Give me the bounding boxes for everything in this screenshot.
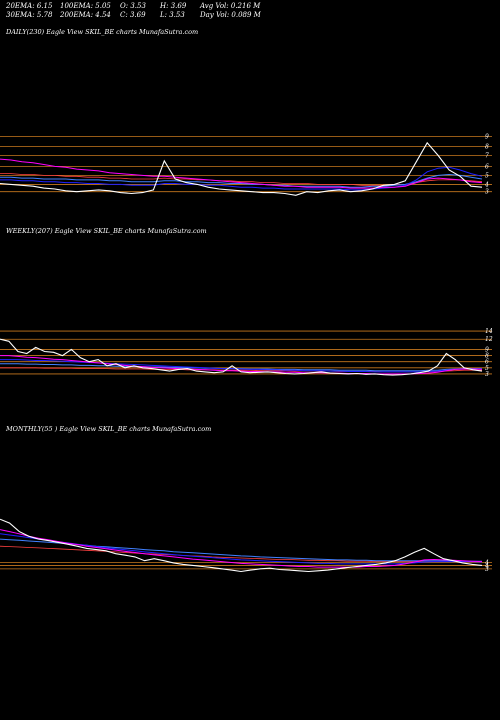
daily-y-label: 6 [485,163,489,170]
stat-20ema: 20EMA: 6.15 [6,2,53,10]
monthly-ema-alt-line [0,545,482,562]
monthly-y-label: 4 [484,562,489,569]
monthly-y-label: 3 [485,566,489,573]
stat-low: L: 3.53 [160,11,185,19]
weekly-y-label: 8 [485,353,489,360]
daily-price-line [0,141,483,196]
daily-y-label: 8 [485,143,489,150]
monthly-chart-title: MONTHLY(55 ) Eagle View SKIL_BE charts M… [6,425,212,433]
daily-chart: 9 8 7 6 5 43 [0,134,492,196]
weekly-ema-mid-line [0,359,482,373]
weekly-y-label: 5 [485,365,489,372]
monthly-ema-mid-line [0,533,483,565]
monthly-price-line [0,518,483,573]
stat-high: H: 3.69 [160,2,187,10]
daily-ema-mid-line [0,166,483,191]
weekly-ema-slow-line [0,363,482,372]
weekly-chart-title: WEEKLY(207) Eagle View SKIL_BE charts Mu… [6,227,207,235]
stat-day-vol: Day Vol: 0.089 M [200,11,261,19]
stats-header: 20EMA: 6.15 100EMA: 5.05 O: 3.53 H: 3.69… [6,2,496,22]
daily-ema-fast-line [0,158,483,189]
daily-y-label: 4 [484,181,489,188]
weekly-y-label: 14 [485,328,493,335]
weekly-y-label: 12 [485,336,493,343]
monthly-y-label: 4 [484,559,489,566]
monthly-chart: 443 [0,518,492,573]
monthly-ema-fast-line [0,529,483,568]
daily-ema-slow-line [0,173,483,188]
weekly-ema-fast-line [0,355,483,375]
stat-avg-vol: Avg Vol: 0.216 M [200,2,261,10]
daily-y-label: 9 [485,134,489,141]
stat-close: C: 3.69 [120,11,146,19]
daily-y-label: 3 [485,189,489,196]
stat-open: O: 3.53 [120,2,146,10]
daily-y-label: 7 [485,153,489,160]
daily-chart-title: DAILY(230) Eagle View SKIL_BE charts Mun… [6,28,199,36]
weekly-y-label: 6 [485,359,489,366]
weekly-y-label: 9 [485,346,489,353]
weekly-price-line [0,338,483,376]
weekly-y-label: 3 [485,371,489,378]
stat-30ema: 30EMA: 5.78 [6,11,53,19]
stat-100ema: 100EMA: 5.05 [60,2,111,10]
stat-200ema: 200EMA: 4.54 [60,11,111,19]
daily-y-label: 5 [485,172,489,179]
